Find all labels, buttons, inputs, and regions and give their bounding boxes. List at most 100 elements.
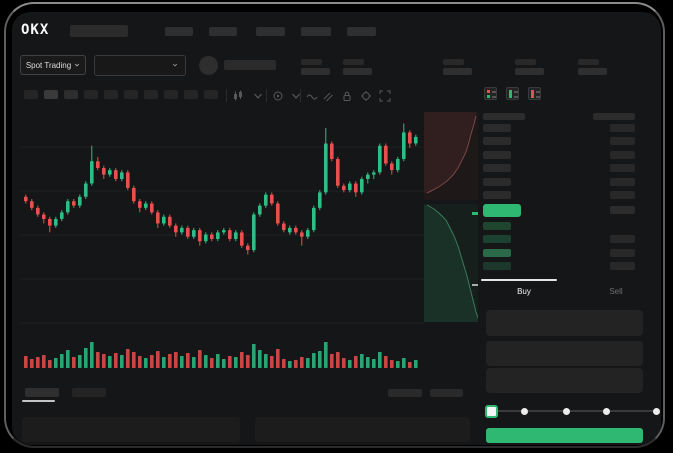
icon-mark <box>492 91 496 93</box>
stat-value-placeholder <box>343 68 372 75</box>
slider-handle[interactable] <box>485 405 498 418</box>
book-both-icon[interactable] <box>484 87 497 100</box>
chevron-down-icon <box>75 63 80 67</box>
toolbar-divider <box>226 89 227 102</box>
icon-mark <box>492 96 496 98</box>
lock-icon[interactable] <box>341 90 353 102</box>
timeframe-button[interactable] <box>144 90 158 99</box>
coin-avatar <box>199 56 218 75</box>
ask-row[interactable] <box>478 178 661 187</box>
fullscreen-icon[interactable] <box>379 90 391 102</box>
nav-item-placeholder[interactable] <box>209 27 237 36</box>
ask-amount-placeholder <box>610 151 635 159</box>
timeframe-button[interactable] <box>204 90 218 99</box>
stat-value-placeholder <box>301 68 330 75</box>
last-price-amount-placeholder <box>610 206 635 214</box>
ask-price-placeholder <box>483 124 511 132</box>
wave-line-icon[interactable] <box>306 90 318 102</box>
timeframe-button[interactable] <box>84 90 98 99</box>
draw-tools-icon[interactable] <box>322 90 334 102</box>
timeframe-button[interactable] <box>184 90 198 99</box>
bid-row[interactable] <box>478 235 661 244</box>
chevron-down-icon[interactable] <box>290 90 302 102</box>
stat-value-placeholder <box>515 68 544 75</box>
bid-price-placeholder <box>483 262 511 270</box>
market-type-dropdown[interactable]: Spot Trading <box>20 55 86 75</box>
stat-label-placeholder <box>301 59 322 65</box>
icon-mark <box>514 91 518 93</box>
candlestick-chart[interactable] <box>20 108 424 370</box>
timeframe-button[interactable] <box>64 90 78 99</box>
icon-mark <box>509 90 512 98</box>
ask-amount-placeholder <box>610 124 635 132</box>
chevron-down-icon[interactable] <box>252 90 264 102</box>
timeframe-button[interactable] <box>104 90 118 99</box>
ask-row[interactable] <box>478 124 661 133</box>
slider-stop-dot[interactable] <box>653 407 660 415</box>
icon-mark <box>514 96 518 98</box>
orderbook-amount-header-placeholder <box>593 113 635 120</box>
bid-row[interactable] <box>478 222 661 231</box>
stat-label-placeholder <box>578 59 599 65</box>
amount-slider-track[interactable] <box>489 410 655 412</box>
book-asks-icon[interactable] <box>528 87 541 100</box>
ask-row[interactable] <box>478 164 661 173</box>
nav-item-placeholder[interactable] <box>301 27 331 36</box>
indicators-icon[interactable] <box>272 90 284 102</box>
bid-amount-placeholder <box>610 235 635 243</box>
bid-price-placeholder <box>483 249 511 257</box>
stat-label-placeholder <box>343 59 364 65</box>
total-input[interactable] <box>486 368 643 393</box>
last-price-row[interactable] <box>478 204 661 217</box>
active-tab-indicator <box>481 279 557 281</box>
timeframe-button[interactable] <box>124 90 138 99</box>
candle-type-icon[interactable] <box>232 90 244 102</box>
bottom-action-placeholder[interactable] <box>430 389 463 397</box>
timeframe-button[interactable] <box>44 90 58 99</box>
bid-row[interactable] <box>478 249 661 258</box>
tab-buy[interactable]: Buy <box>517 287 531 296</box>
stat-label-placeholder <box>515 59 536 65</box>
ask-price-placeholder <box>483 178 511 186</box>
nav-item-placeholder[interactable] <box>347 27 376 36</box>
app-window: OKX Spot Trading <box>12 12 661 445</box>
bottom-action-placeholder[interactable] <box>388 389 422 397</box>
amount-input[interactable] <box>486 341 643 366</box>
timeframe-button[interactable] <box>24 90 38 99</box>
timeframe-button[interactable] <box>164 90 178 99</box>
nav-item-placeholder[interactable] <box>256 27 285 36</box>
buy-button[interactable] <box>486 428 643 443</box>
toolbar-divider <box>300 89 301 102</box>
stat-value-placeholder <box>443 68 472 75</box>
bid-row[interactable] <box>478 262 661 271</box>
ask-amount-placeholder <box>610 178 635 186</box>
settings-gear-icon[interactable] <box>360 90 372 102</box>
bid-price-placeholder <box>483 222 511 230</box>
okx-logo: OKX <box>21 22 50 38</box>
bid-amount-placeholder <box>610 262 635 270</box>
pair-name-placeholder <box>224 60 276 70</box>
icon-mark <box>487 90 490 93</box>
tab-sell[interactable]: Sell <box>609 287 623 296</box>
ask-price-placeholder <box>483 151 511 159</box>
bottom-tab-orders[interactable] <box>25 388 59 397</box>
book-bids-icon[interactable] <box>506 87 519 100</box>
pair-select-dropdown[interactable] <box>94 55 186 76</box>
slider-stop-dot[interactable] <box>562 407 570 415</box>
market-type-label: Spot Trading <box>25 60 72 70</box>
bottom-tab-history[interactable] <box>72 388 106 397</box>
slider-stop-dot[interactable] <box>521 407 529 415</box>
icon-mark <box>531 90 534 98</box>
ask-price-placeholder <box>483 164 511 172</box>
price-input[interactable] <box>486 310 643 336</box>
ask-row[interactable] <box>478 137 661 146</box>
depth-chart[interactable] <box>424 112 478 322</box>
nav-item-placeholder[interactable] <box>165 27 193 36</box>
logo-title-placeholder <box>70 25 128 37</box>
ask-amount-placeholder <box>610 164 635 172</box>
toolbar-divider <box>266 89 267 102</box>
ask-row[interactable] <box>478 151 661 160</box>
ask-row[interactable] <box>478 191 661 200</box>
slider-stop-dot[interactable] <box>602 407 610 415</box>
